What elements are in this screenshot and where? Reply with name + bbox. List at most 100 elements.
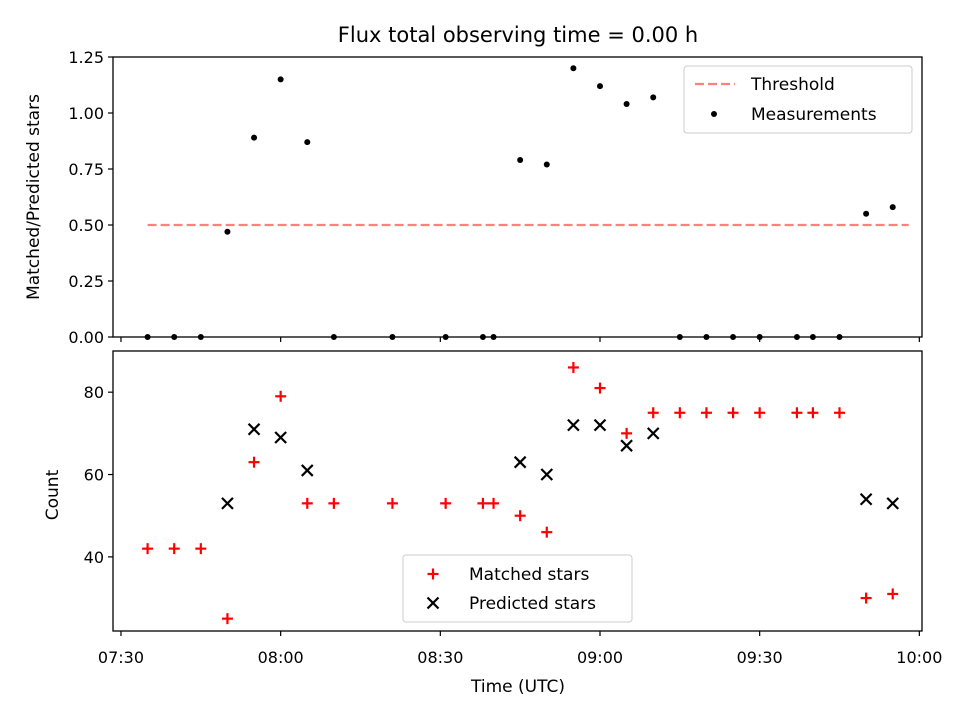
bottom-y-tick-label: 60 bbox=[84, 466, 104, 485]
bottom-plot-frame bbox=[112, 350, 923, 632]
predicted-star-point bbox=[593, 418, 607, 432]
predicted-star-point bbox=[886, 497, 900, 510]
x-axis-label: Time (UTC) bbox=[470, 677, 565, 697]
matched-star-point bbox=[647, 407, 659, 419]
x-tick-label: 08:00 bbox=[258, 648, 304, 667]
measurement-point bbox=[623, 101, 630, 108]
matched-star-point bbox=[488, 497, 500, 509]
x-tick-label: 07:30 bbox=[98, 648, 144, 667]
bottom-y-tick-label: 40 bbox=[84, 548, 104, 567]
matched-star-point bbox=[541, 526, 553, 538]
predicted-star-point bbox=[221, 497, 234, 510]
top-y-tick-label: 0.75 bbox=[68, 160, 104, 179]
bottom-legend-box bbox=[402, 554, 633, 623]
predicted-star-stroke bbox=[567, 418, 580, 432]
top-marks bbox=[144, 65, 909, 340]
matched-star-point bbox=[674, 407, 686, 419]
top-y-tick-label: 1.00 bbox=[68, 104, 104, 123]
matched-star-point bbox=[594, 382, 606, 394]
top-y-tick-label: 0.50 bbox=[68, 216, 104, 235]
bottom-y-axis-label: Count bbox=[43, 469, 63, 520]
top-legend: Threshold Measurements bbox=[683, 65, 913, 134]
predicted-star-point bbox=[567, 418, 580, 432]
matched-star-point bbox=[275, 390, 287, 402]
predicted-star-stroke bbox=[300, 464, 314, 477]
measurement-point bbox=[277, 76, 284, 83]
top-y-tick-label: 1.25 bbox=[68, 48, 104, 67]
top-axes: 0.00 0.25 0.50 0.75 1.00 1.25 bbox=[68, 48, 923, 347]
predicted-star-stroke bbox=[620, 439, 633, 452]
matched-star-point bbox=[386, 497, 398, 509]
matched-star-point bbox=[440, 497, 452, 509]
top-chart-title: Flux total observing time = 0.00 h bbox=[338, 23, 698, 47]
predicted-star-stroke bbox=[859, 492, 873, 506]
predicted-star-stroke bbox=[221, 497, 234, 510]
predicted-star-point bbox=[540, 468, 554, 481]
matched-star-point bbox=[248, 456, 260, 468]
predicted-star-point bbox=[513, 455, 527, 469]
predicted-star-stroke bbox=[247, 422, 261, 436]
top-plot-frame bbox=[112, 56, 923, 338]
matched-star-point bbox=[301, 497, 313, 509]
measurement-point bbox=[650, 94, 657, 101]
matched-star-point bbox=[328, 497, 340, 509]
matched-star-point bbox=[168, 543, 180, 555]
measurement-point bbox=[596, 83, 603, 90]
matched-star-point bbox=[567, 361, 579, 373]
measurement-point bbox=[517, 157, 524, 164]
top-legend-box bbox=[683, 65, 913, 134]
predicted-star-point bbox=[646, 427, 660, 440]
predicted-legend-swatch bbox=[426, 596, 440, 610]
measurement-point bbox=[251, 134, 258, 141]
matched-star-point bbox=[860, 592, 872, 604]
bottom-legend: Matched stars Predicted stars bbox=[402, 554, 633, 623]
predicted-star-point bbox=[620, 439, 633, 452]
x-tick-label: 09:30 bbox=[737, 648, 783, 667]
bottom-axes: 40 60 80 07:30 08:00 08:30 09:00 09:30 10:00 bbox=[84, 350, 942, 667]
matched-star-point bbox=[807, 407, 819, 419]
predicted-star-point bbox=[274, 431, 287, 444]
predicted-star-stroke bbox=[513, 455, 527, 469]
matched-star-point bbox=[514, 510, 526, 522]
measurement-point bbox=[224, 228, 231, 235]
matched-star-point bbox=[727, 407, 739, 419]
measurements-legend-label: Measurements bbox=[751, 105, 877, 125]
bottom-marks bbox=[142, 361, 900, 625]
measurement-point bbox=[889, 204, 896, 211]
matched-star-point bbox=[221, 613, 233, 625]
top-y-tick-label: 0.00 bbox=[68, 328, 104, 347]
predicted-star-point bbox=[300, 464, 314, 477]
matched-star-point bbox=[834, 407, 846, 419]
threshold-legend-label: Threshold bbox=[750, 75, 835, 95]
top-y-tick-label: 0.25 bbox=[68, 272, 104, 291]
predicted-legend-label: Predicted stars bbox=[469, 594, 596, 614]
matched-star-point bbox=[621, 427, 633, 439]
matched-star-point bbox=[195, 543, 207, 555]
predicted-star-stroke bbox=[646, 427, 660, 440]
measurement-point bbox=[570, 65, 577, 72]
matched-star-point bbox=[477, 497, 489, 509]
measurement-point bbox=[304, 139, 311, 146]
matched-legend-label: Matched stars bbox=[469, 565, 589, 585]
x-tick-label: 08:30 bbox=[417, 648, 463, 667]
predicted-star-stroke bbox=[274, 431, 287, 444]
bottom-y-tick-label: 80 bbox=[84, 383, 104, 402]
predicted-star-point bbox=[247, 422, 261, 436]
x-tick-label: 09:00 bbox=[577, 648, 623, 667]
measurement-point bbox=[543, 161, 550, 168]
matched-star-point bbox=[754, 407, 766, 419]
measurement-point bbox=[863, 210, 870, 217]
top-y-axis-label: Matched/Predicted stars bbox=[24, 94, 44, 300]
predicted-star-stroke bbox=[593, 418, 607, 432]
predicted-star-point bbox=[859, 492, 873, 506]
matched-star-point bbox=[700, 407, 712, 419]
x-tick-label: 10:00 bbox=[896, 648, 942, 667]
matched-star-point bbox=[142, 543, 154, 555]
measurements-legend-swatch bbox=[711, 111, 717, 117]
matched-star-point bbox=[791, 407, 803, 419]
matched-star-point bbox=[887, 588, 899, 600]
bottom-panel: Count Time (UTC) 40 60 80 07:30 08:00 08:30 09… bbox=[43, 350, 942, 697]
predicted-star-stroke bbox=[886, 497, 900, 510]
top-panel: Flux total observing time = 0.00 h Match… bbox=[24, 23, 923, 347]
